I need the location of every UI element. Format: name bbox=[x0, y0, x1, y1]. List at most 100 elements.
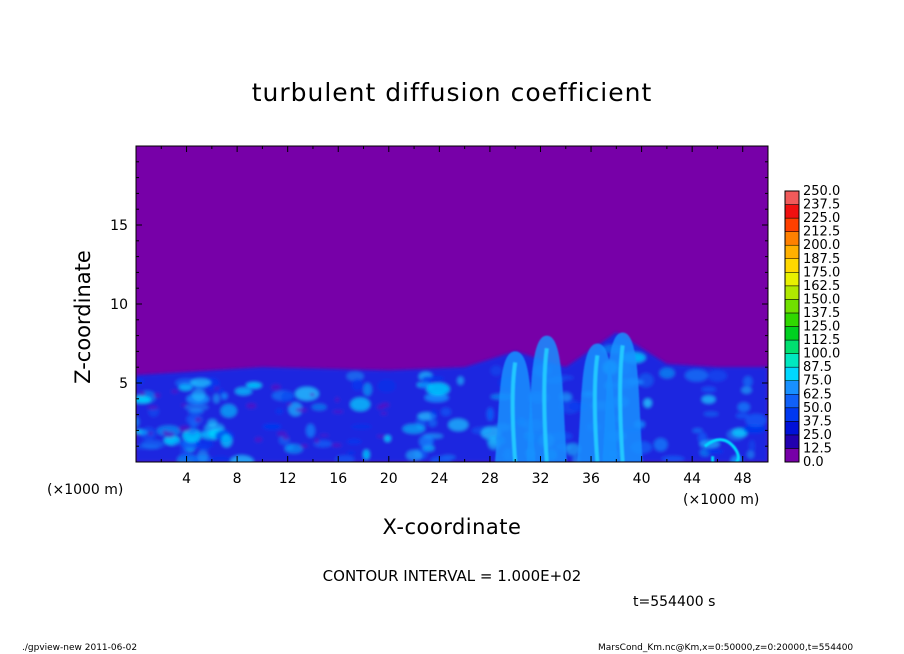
calm-pocket bbox=[178, 425, 191, 432]
eddy bbox=[735, 412, 749, 419]
calm-pocket bbox=[147, 405, 159, 410]
eddy bbox=[745, 413, 767, 427]
colorbar-swatch bbox=[784, 366, 800, 381]
y-tick-label: 5 bbox=[119, 376, 128, 392]
eddy bbox=[406, 450, 423, 461]
colorbar-swatch bbox=[784, 217, 800, 232]
calm-pocket bbox=[170, 389, 179, 394]
colorbar-label: 200.0 bbox=[803, 238, 840, 253]
colorbar-frame bbox=[784, 190, 800, 463]
plume-core bbox=[510, 362, 518, 462]
eddy bbox=[209, 455, 232, 462]
calm-pocket bbox=[276, 431, 287, 437]
colorbar-label: 12.5 bbox=[803, 441, 832, 456]
eddy bbox=[726, 429, 745, 441]
eddy bbox=[743, 424, 766, 434]
time-label: t=554400 s bbox=[633, 594, 716, 610]
eddy bbox=[748, 440, 756, 452]
eddy bbox=[638, 373, 654, 388]
eddy bbox=[701, 386, 716, 393]
x-ticks: 4 8 12 16 20 24 28 32 36 40 44 48 bbox=[160, 146, 769, 487]
eddy bbox=[346, 371, 364, 381]
calm-pocket bbox=[314, 438, 320, 444]
colorbar-swatch bbox=[784, 231, 800, 246]
colorbar-swatch bbox=[784, 339, 800, 354]
calm-pocket bbox=[380, 412, 388, 415]
x-tick-label: 4 bbox=[182, 471, 191, 487]
colorbar-label: 25.0 bbox=[803, 428, 832, 443]
eddy bbox=[661, 455, 685, 462]
calm-pocket bbox=[300, 444, 309, 448]
eddy bbox=[262, 423, 282, 430]
y-tick-label: 15 bbox=[110, 218, 128, 234]
x-tick-label: 20 bbox=[380, 471, 398, 487]
eddy bbox=[565, 443, 581, 456]
colorbar-label: 87.5 bbox=[803, 360, 832, 375]
eddy bbox=[184, 403, 209, 411]
calm-pocket bbox=[319, 434, 330, 437]
swirl bbox=[703, 438, 740, 462]
colorbar-swatch bbox=[784, 394, 800, 409]
x-tick-label: 32 bbox=[532, 471, 550, 487]
y-ticks: 5 10 15 bbox=[110, 161, 768, 447]
calm-pocket bbox=[136, 432, 140, 436]
calm-pocket bbox=[246, 402, 257, 409]
eddy bbox=[195, 439, 214, 449]
colorbar-swatch bbox=[784, 272, 800, 287]
colorbar-label: 175.0 bbox=[803, 265, 840, 280]
eddy bbox=[692, 428, 703, 433]
eddy bbox=[350, 423, 373, 430]
eddy bbox=[346, 438, 362, 445]
colorbar-label: 0.0 bbox=[803, 455, 824, 470]
calm-pocket bbox=[380, 402, 390, 408]
colorbar-label: 112.5 bbox=[803, 333, 840, 348]
colorbar-label: 75.0 bbox=[803, 374, 832, 389]
eddy bbox=[213, 393, 220, 404]
plume bbox=[526, 335, 568, 462]
eddy bbox=[311, 403, 327, 411]
calm-pocket bbox=[162, 430, 168, 434]
x-tick-label: 8 bbox=[233, 471, 242, 487]
colorbar-swatch bbox=[784, 258, 800, 273]
eddy bbox=[136, 378, 144, 385]
colorbar-label: 62.5 bbox=[803, 387, 832, 402]
x-axis-label: X-coordinate bbox=[382, 515, 522, 539]
eddy bbox=[188, 429, 197, 435]
eddy bbox=[173, 441, 189, 446]
calm-pocket bbox=[254, 437, 263, 443]
x-tick-label: 12 bbox=[279, 471, 297, 487]
plume-core bbox=[592, 355, 600, 462]
colorbar-swatch bbox=[784, 434, 800, 449]
calm-pocket bbox=[376, 434, 386, 438]
eddy bbox=[141, 440, 165, 449]
eddy bbox=[402, 424, 425, 434]
eddy bbox=[422, 377, 431, 382]
colorbar-label: 225.0 bbox=[803, 211, 840, 226]
calm-pocket bbox=[309, 392, 315, 397]
colorbar-swatch bbox=[784, 204, 800, 219]
calm-pocket bbox=[332, 410, 344, 414]
colorbar-swatch bbox=[784, 421, 800, 436]
colorbar-label: 150.0 bbox=[803, 292, 840, 307]
turbulence-field bbox=[136, 332, 768, 462]
calm-pocket bbox=[138, 391, 146, 397]
colorbar-label: 212.5 bbox=[803, 225, 840, 240]
contour-interval: CONTOUR INTERVAL = 1.000E+02 bbox=[322, 567, 582, 585]
eddy bbox=[190, 378, 212, 387]
colorbar-swatch bbox=[784, 326, 800, 341]
colorbar-label: 137.5 bbox=[803, 306, 840, 321]
chart-title: turbulent diffusion coefficient bbox=[251, 78, 653, 107]
x-tick-label: 48 bbox=[734, 471, 752, 487]
calm-pocket bbox=[147, 432, 154, 435]
x-tick-label: 44 bbox=[683, 471, 701, 487]
colorbar-label: 250.0 bbox=[803, 184, 840, 199]
eddy bbox=[288, 402, 303, 416]
eddy bbox=[384, 435, 391, 442]
footer-right: MarsCond_Km.nc@Km,x=0:50000,z=0:20000,t=… bbox=[598, 643, 854, 653]
colorbar-swatch bbox=[784, 407, 800, 422]
colorbar-label: 37.5 bbox=[803, 414, 832, 429]
eddy bbox=[701, 395, 716, 404]
calm-pocket bbox=[153, 393, 161, 398]
plume bbox=[494, 351, 536, 462]
